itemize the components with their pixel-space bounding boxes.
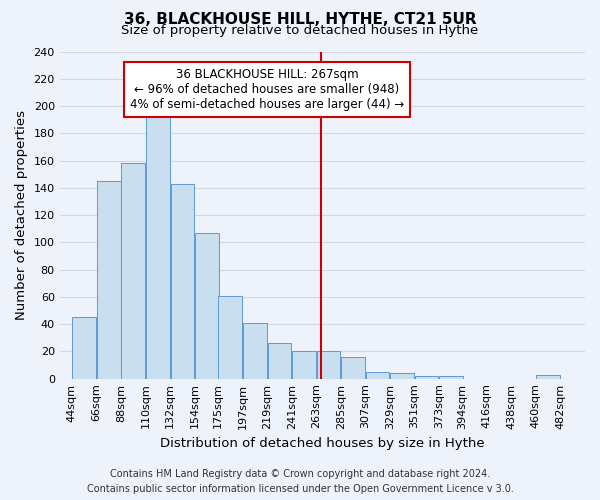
Bar xyxy=(341,357,365,378)
Text: Size of property relative to detached houses in Hythe: Size of property relative to detached ho… xyxy=(121,24,479,37)
Bar xyxy=(121,164,145,378)
Bar xyxy=(366,372,389,378)
Bar xyxy=(243,323,266,378)
Bar xyxy=(439,376,463,378)
X-axis label: Distribution of detached houses by size in Hythe: Distribution of detached houses by size … xyxy=(160,437,485,450)
Bar xyxy=(73,318,96,378)
Bar xyxy=(218,296,242,378)
Bar xyxy=(195,233,219,378)
Bar xyxy=(536,374,560,378)
Y-axis label: Number of detached properties: Number of detached properties xyxy=(15,110,28,320)
Text: Contains HM Land Registry data © Crown copyright and database right 2024.
Contai: Contains HM Land Registry data © Crown c… xyxy=(86,469,514,494)
Bar xyxy=(390,373,414,378)
Bar xyxy=(146,106,170,378)
Bar xyxy=(268,343,291,378)
Bar xyxy=(170,184,194,378)
Bar xyxy=(97,181,121,378)
Bar xyxy=(292,352,316,378)
Bar xyxy=(317,352,340,378)
Text: 36 BLACKHOUSE HILL: 267sqm
← 96% of detached houses are smaller (948)
4% of semi: 36 BLACKHOUSE HILL: 267sqm ← 96% of deta… xyxy=(130,68,404,111)
Text: 36, BLACKHOUSE HILL, HYTHE, CT21 5UR: 36, BLACKHOUSE HILL, HYTHE, CT21 5UR xyxy=(124,12,476,28)
Bar xyxy=(415,376,439,378)
